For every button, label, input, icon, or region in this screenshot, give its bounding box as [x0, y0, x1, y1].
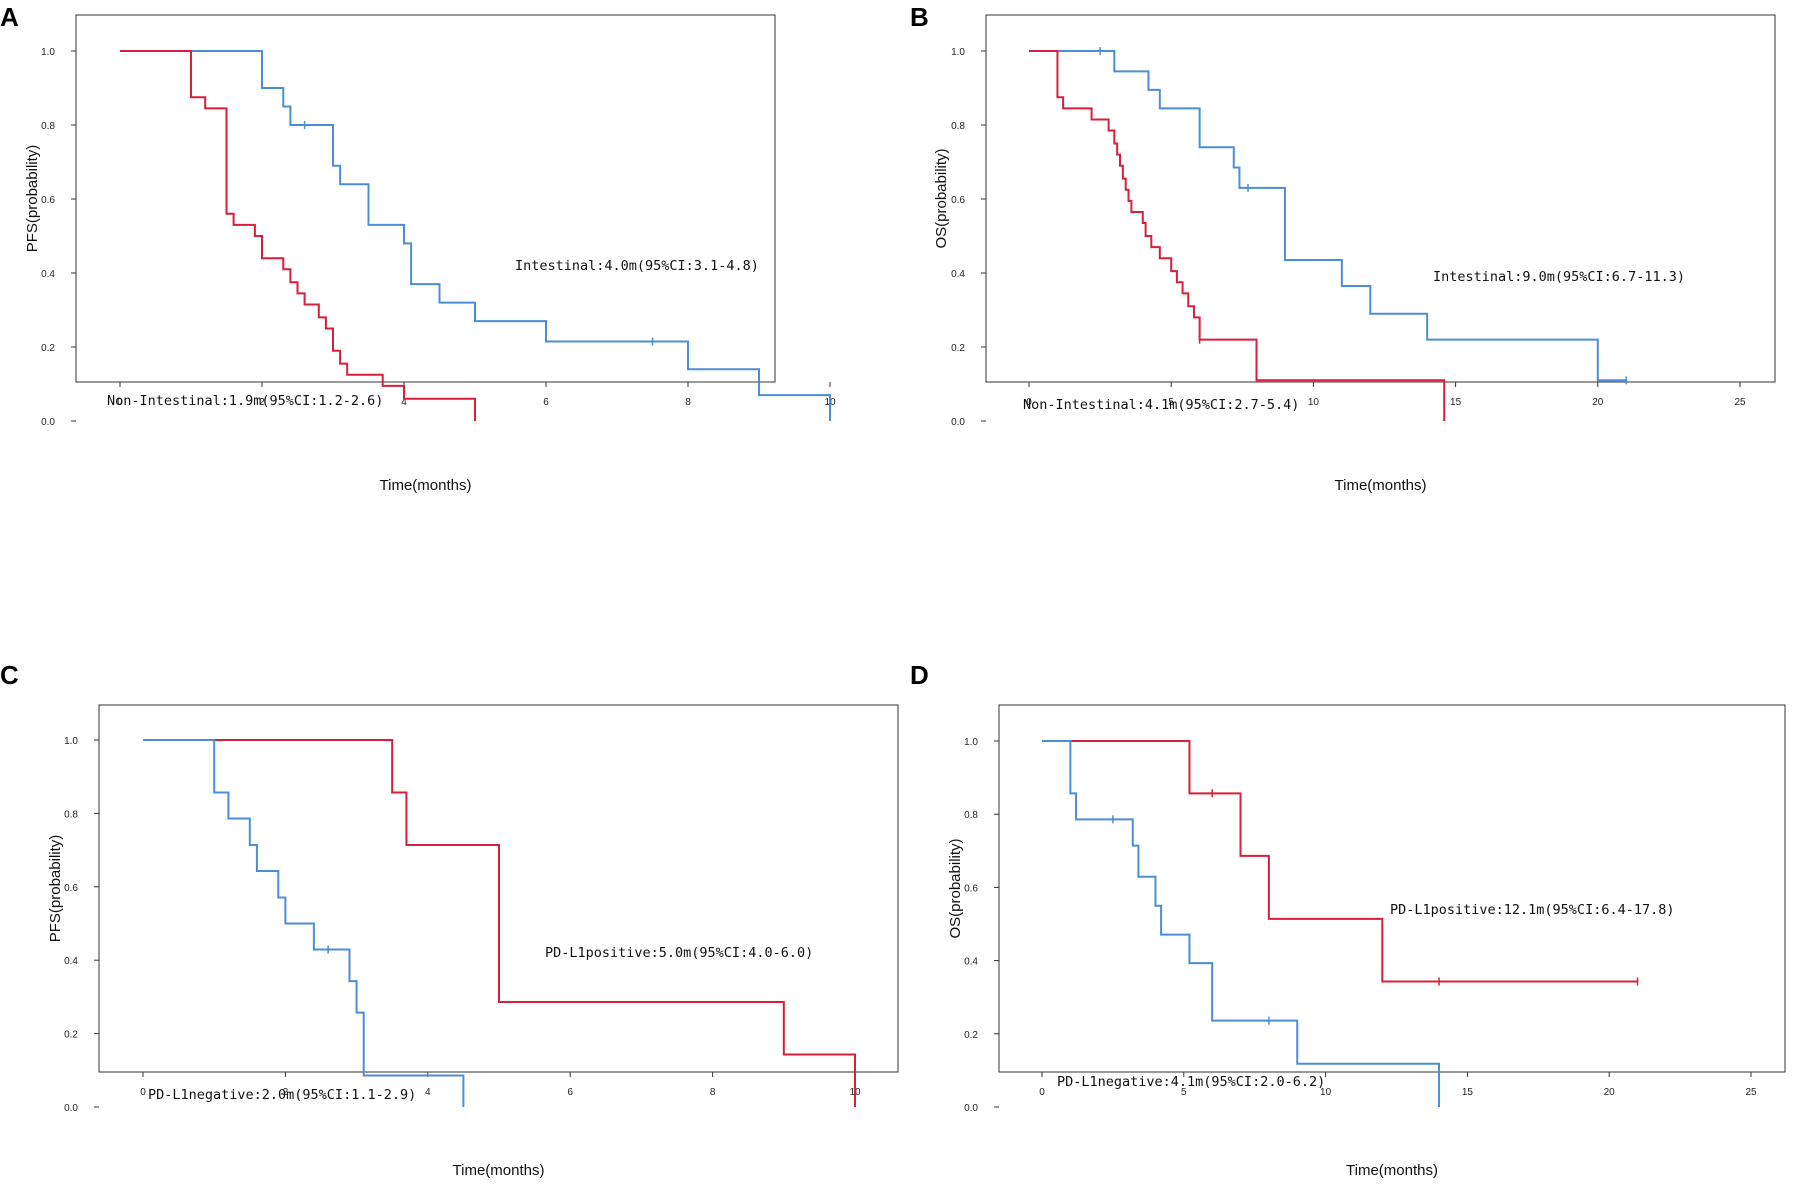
- y-tick-label: 0.6: [964, 883, 978, 894]
- y-tick-label: 0.8: [64, 809, 78, 820]
- x-axis-title: Time(months): [453, 1162, 545, 1179]
- y-tick-label: 0.8: [964, 810, 978, 821]
- x-tick-label: 0: [117, 397, 123, 408]
- x-tick-label: 4: [425, 1087, 431, 1098]
- median-label-pd-l1positive: PD-L1positive:12.1m(95%CI:6.4-17.8): [1390, 902, 1674, 918]
- x-tick-label: 0: [1039, 1087, 1045, 1098]
- x-axis-title: Time(months): [1335, 477, 1427, 494]
- x-tick-label: 5: [1168, 397, 1174, 408]
- y-tick-label: 0.4: [964, 957, 978, 968]
- y-tick-label: 0.2: [964, 1030, 978, 1041]
- x-axis-title: Time(months): [380, 477, 472, 494]
- km-curve-pd-l1positive: [143, 739, 856, 1107]
- x-tick-label: 20: [1592, 397, 1604, 408]
- x-tick-label: 0: [140, 1087, 146, 1098]
- median-label-pd-l1positive: PD-L1positive:5.0m(95%CI:4.0-6.0): [545, 945, 813, 961]
- y-tick-label: 0.0: [951, 417, 965, 428]
- x-tick-label: 6: [543, 397, 549, 408]
- x-tick-label: 20: [1604, 1087, 1616, 1098]
- x-tick-label: 0: [1026, 397, 1032, 408]
- panel-letter: C: [0, 660, 19, 690]
- panel-a: A0.00.20.40.60.81.00 2 4 6 8 10Time(months)PF…: [0, 2, 836, 494]
- x-tick-label: 15: [1462, 1087, 1474, 1098]
- median-label-intestinal: Intestinal:4.0m(95%CI:3.1-4.8): [515, 258, 759, 274]
- panel-letter: B: [910, 2, 929, 32]
- y-axis-title: OS(probability): [947, 838, 964, 938]
- y-tick-label: 0.0: [41, 417, 55, 428]
- x-tick-label: 5: [1181, 1087, 1187, 1098]
- plot-frame: [998, 704, 1786, 1073]
- y-tick-label: 0.4: [41, 269, 55, 280]
- y-tick-label: 1.0: [951, 47, 965, 58]
- median-label-pd-l1negative: PD-L1negative:2.0m(95%CI:1.1-2.9): [148, 1087, 416, 1103]
- x-tick-label: 10: [1320, 1087, 1332, 1098]
- plot-frame: [98, 704, 899, 1073]
- y-tick-label: 1.0: [41, 47, 55, 58]
- median-label-non-intestinal: Non-Intestinal:1.9m(95%CI:1.2-2.6): [107, 393, 383, 409]
- x-tick-label: 25: [1734, 397, 1746, 408]
- y-tick-label: 0.2: [64, 1030, 78, 1041]
- km-curve-non-intestinal: [1029, 50, 1446, 421]
- km-curve-intestinal: [120, 50, 831, 421]
- x-tick-label: 10: [1308, 397, 1320, 408]
- panel-b: B 0.0 0.2 0.4 0.6 0.8 1.0 0 5 10 15 20 25 Time(months…: [910, 2, 1776, 494]
- x-tick-label: 2: [283, 1087, 289, 1098]
- x-tick-label: 2: [259, 397, 265, 408]
- median-label-intestinal: Intestinal:9.0m(95%CI:6.7-11.3): [1433, 269, 1685, 285]
- x-tick-label: 15: [1450, 397, 1462, 408]
- x-tick-label: 8: [710, 1087, 716, 1098]
- y-axis-title: PFS(probability): [47, 835, 64, 943]
- x-tick-label: 6: [567, 1087, 573, 1098]
- x-tick-label: 8: [685, 397, 691, 408]
- y-tick-label: 1.0: [64, 736, 78, 747]
- y-axis-title: PFS(probability): [24, 145, 41, 253]
- y-tick-label: 0.4: [64, 956, 78, 967]
- median-label-pd-l1negative: PD-L1negative:4.1m(95%CI:2.0-6.2): [1057, 1074, 1325, 1090]
- panel-letter: A: [0, 2, 19, 32]
- panel-letter: D: [910, 660, 929, 690]
- y-tick-label: 0.8: [41, 121, 55, 132]
- y-tick-label: 0.4: [951, 269, 965, 280]
- y-tick-label: 0.2: [951, 343, 965, 354]
- y-tick-label: 0.6: [41, 195, 55, 206]
- y-tick-label: 0.0: [64, 1103, 78, 1114]
- y-axis-title: OS(probability): [933, 148, 950, 248]
- median-label-non-intestinal: Non-Intestinal:4.1m(95%CI:2.7-5.4): [1023, 397, 1299, 413]
- km-curve-intestinal: [1029, 50, 1627, 382]
- x-axis-title: Time(months): [1346, 1162, 1438, 1179]
- y-tick-label: 1.0: [964, 737, 978, 748]
- y-tick-label: 0.2: [41, 343, 55, 354]
- x-tick-label: 25: [1745, 1087, 1757, 1098]
- km-curve-non-intestinal: [120, 50, 476, 421]
- km-curve-pd-l1positive: [1042, 740, 1638, 983]
- panel-c: C0.00.20.40.60.81.00 2 4 6 8 10Time(months)PF…: [0, 660, 899, 1179]
- km-curve-pd-l1negative: [143, 739, 465, 1107]
- panel-d: D 0.0 0.2 0.4 0.6 0.8 1.0 0 5 10 15 20 25 Time(months…: [910, 660, 1786, 1179]
- x-tick-label: 4: [401, 397, 407, 408]
- y-tick-label: 0.0: [964, 1103, 978, 1114]
- y-tick-label: 0.6: [951, 195, 965, 206]
- y-tick-label: 0.8: [951, 121, 965, 132]
- y-tick-label: 0.6: [64, 883, 78, 894]
